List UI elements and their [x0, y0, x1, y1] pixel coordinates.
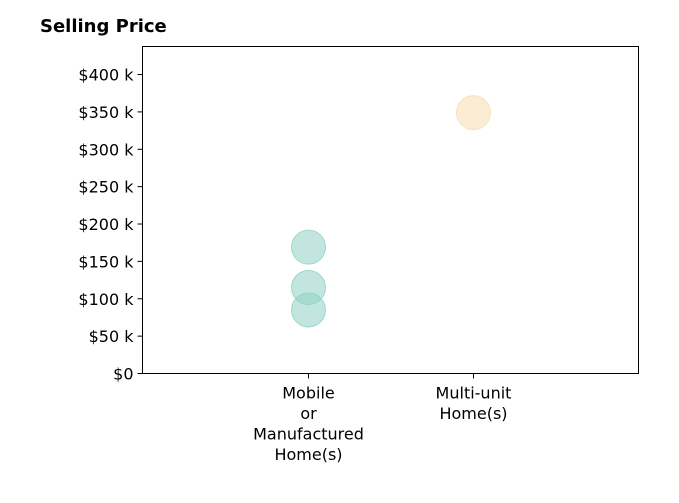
x-tick-label-line: Home(s): [274, 445, 342, 464]
data-point: [456, 95, 491, 131]
y-tick-label: $300 k: [78, 140, 134, 159]
y-axis: $0 $50 k $100 k $150 k $200 k $250 k $300 k $35…: [78, 66, 143, 384]
data-point: [291, 229, 326, 265]
x-tick-label-line: Home(s): [439, 404, 507, 423]
x-tick-label-line: Manufactured: [253, 425, 364, 444]
data-point: [291, 292, 326, 328]
data-points: [291, 95, 491, 328]
y-tick-label: $400 k: [78, 66, 134, 85]
y-tick-label: $0: [113, 365, 133, 384]
x-tick-label-line: Mobile: [282, 384, 334, 403]
x-tick-label-line: or: [300, 404, 317, 423]
x-tick-label: Multi-unit Home(s): [436, 384, 512, 424]
y-tick-label: $350 k: [78, 103, 134, 122]
y-tick-label: $150 k: [78, 252, 134, 271]
plot-area-frame: [142, 46, 639, 374]
y-tick-label: $50 k: [89, 327, 135, 346]
y-tick-label: $250 k: [78, 178, 134, 197]
y-tick-label: $100 k: [78, 290, 134, 309]
x-tick-label-line: Multi-unit: [436, 384, 512, 403]
x-tick-label: Mobile or Manufactured Home(s): [253, 384, 364, 465]
y-tick-label: $200 k: [78, 215, 134, 234]
x-axis: Mobile or Manufactured Home(s)Multi-unit Hom…: [253, 373, 512, 465]
chart-title: Selling Price: [40, 16, 167, 37]
